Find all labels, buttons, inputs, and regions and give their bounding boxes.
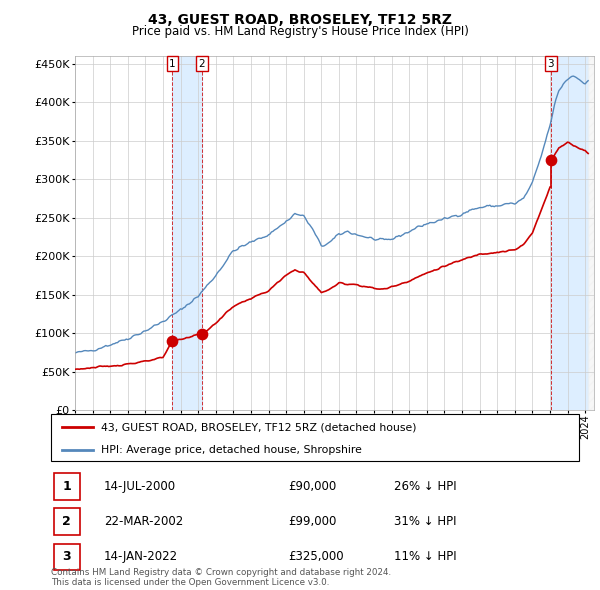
Text: Price paid vs. HM Land Registry's House Price Index (HPI): Price paid vs. HM Land Registry's House …	[131, 25, 469, 38]
Text: 11% ↓ HPI: 11% ↓ HPI	[394, 550, 457, 563]
Text: Contains HM Land Registry data © Crown copyright and database right 2024.
This d: Contains HM Land Registry data © Crown c…	[51, 568, 391, 587]
Point	[197, 329, 207, 339]
Text: 3: 3	[62, 550, 71, 563]
Text: 31% ↓ HPI: 31% ↓ HPI	[394, 515, 457, 529]
Text: £99,000: £99,000	[289, 515, 337, 529]
Text: 1: 1	[169, 59, 176, 69]
Bar	[172, 56, 202, 410]
Text: 2: 2	[62, 515, 71, 529]
Bar	[53, 543, 80, 571]
Text: 43, GUEST ROAD, BROSELEY, TF12 5RZ (detached house): 43, GUEST ROAD, BROSELEY, TF12 5RZ (deta…	[101, 422, 416, 432]
Bar	[551, 56, 588, 410]
Bar	[53, 473, 80, 500]
Text: £325,000: £325,000	[289, 550, 344, 563]
Text: 26% ↓ HPI: 26% ↓ HPI	[394, 480, 457, 493]
Text: HPI: Average price, detached house, Shropshire: HPI: Average price, detached house, Shro…	[101, 445, 362, 454]
Text: 43, GUEST ROAD, BROSELEY, TF12 5RZ: 43, GUEST ROAD, BROSELEY, TF12 5RZ	[148, 13, 452, 27]
Text: 22-MAR-2002: 22-MAR-2002	[104, 515, 183, 529]
Text: 3: 3	[547, 59, 554, 69]
Text: 2: 2	[199, 59, 205, 69]
Text: 1: 1	[62, 480, 71, 493]
Text: £90,000: £90,000	[289, 480, 337, 493]
Bar	[588, 56, 594, 410]
Text: 14-JAN-2022: 14-JAN-2022	[104, 550, 178, 563]
Bar	[53, 509, 80, 535]
Point	[546, 155, 556, 165]
Text: 14-JUL-2000: 14-JUL-2000	[104, 480, 176, 493]
Point	[167, 336, 177, 346]
